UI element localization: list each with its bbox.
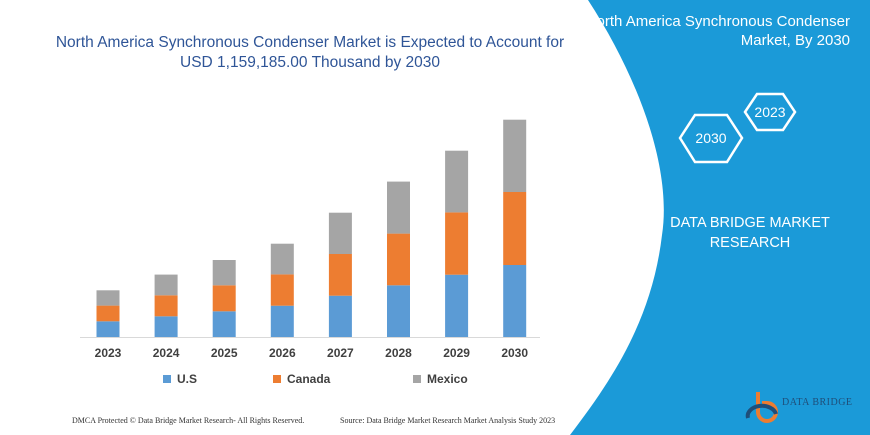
bar-mexico-2027 xyxy=(328,212,352,254)
bar-us-2029 xyxy=(445,274,469,337)
x-tick-label-2026: 2026 xyxy=(268,346,296,360)
bars xyxy=(96,119,527,337)
hexagon-2023-label: 2023 xyxy=(754,104,785,120)
bar-canada-2027 xyxy=(328,254,352,296)
bar-mexico-2030 xyxy=(503,119,527,192)
x-tick-label-2024: 2024 xyxy=(152,346,180,360)
legend-swatch-mexico xyxy=(413,375,421,383)
bar-mexico-2028 xyxy=(387,181,410,234)
page-title: North America Synchronous Condenser Mark… xyxy=(40,33,580,73)
title-line-1: North America Synchronous Condenser Mark… xyxy=(55,34,565,51)
side-panel-shape xyxy=(570,0,870,435)
legend-item-canada: Canada xyxy=(273,372,330,386)
legend-swatch-canada xyxy=(273,375,281,383)
bar-us-2027 xyxy=(328,295,352,337)
bar-us-2024 xyxy=(154,316,178,337)
bar-us-2023 xyxy=(96,321,120,337)
brand-line-2: RESEARCH xyxy=(709,235,791,251)
x-tick-label-2027: 2027 xyxy=(327,346,354,360)
side-title-line-1: North America Synchronous Condenser xyxy=(585,13,850,30)
hexagon-2030-label: 2030 xyxy=(695,130,726,146)
bar-mexico-2029 xyxy=(445,150,469,213)
footer-copyright: DMCA Protected © Data Bridge Market Rese… xyxy=(72,416,305,425)
title-line-2: USD 1,159,185.00 Thousand by 2030 xyxy=(180,54,440,71)
legend-label-us: U.S xyxy=(177,372,198,386)
side-panel-title: North America Synchronous Condenser Mark… xyxy=(560,12,850,50)
legend-label-canada: Canada xyxy=(287,372,331,386)
bar-mexico-2026 xyxy=(270,243,294,275)
bar-mexico-2023 xyxy=(96,290,120,306)
bar-us-2026 xyxy=(270,305,294,337)
bar-mexico-2025 xyxy=(212,260,236,286)
x-tick-label-2030: 2030 xyxy=(501,346,529,360)
bar-canada-2026 xyxy=(270,274,294,306)
brand-line-1: DATA BRIDGE MARKET xyxy=(670,215,830,231)
bar-canada-2030 xyxy=(503,192,527,265)
bar-canada-2024 xyxy=(154,295,178,317)
hexagon-group: 2023 2030 xyxy=(678,92,797,164)
legend-label-mexico: Mexico xyxy=(427,372,468,386)
hexagon-2023 xyxy=(743,92,797,132)
bar-us-2025 xyxy=(212,311,236,337)
footer-source: Source: Data Bridge Market Research Mark… xyxy=(340,416,556,425)
bar-canada-2023 xyxy=(96,305,120,322)
legend-item-mexico: Mexico xyxy=(413,372,468,386)
bar-mexico-2024 xyxy=(154,274,178,296)
logo-text: DATA BRIDGE xyxy=(782,397,853,408)
bar-canada-2025 xyxy=(212,285,236,312)
bar-canada-2028 xyxy=(387,233,410,286)
bar-us-2028 xyxy=(387,285,410,337)
bar-canada-2029 xyxy=(445,212,469,275)
x-tick-label-2025: 2025 xyxy=(210,346,238,360)
hexagon-2030 xyxy=(678,113,744,164)
x-tick-label-2023: 2023 xyxy=(94,346,122,360)
x-tick-label-2028: 2028 xyxy=(385,346,412,360)
x-tick-label-2029: 2029 xyxy=(443,346,470,360)
legend-item-us: U.S xyxy=(163,372,197,386)
side-title-line-2: Market, By 2030 xyxy=(740,32,850,49)
brand-text: DATA BRIDGE MARKET RESEARCH xyxy=(660,213,840,253)
bar-us-2030 xyxy=(503,265,527,337)
legend-swatch-us xyxy=(163,375,171,383)
logo-icon xyxy=(745,392,778,423)
